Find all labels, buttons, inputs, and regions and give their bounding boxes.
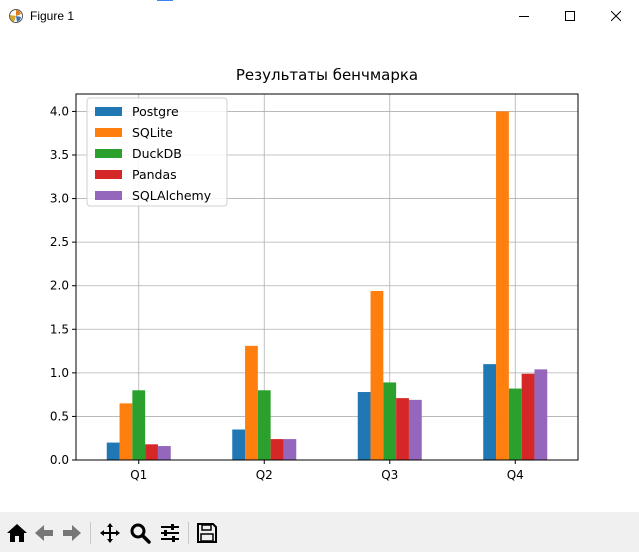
- back-button[interactable]: [32, 521, 56, 545]
- home-button[interactable]: [5, 521, 29, 545]
- x-tick-label: Q2: [256, 468, 273, 482]
- bar-duckdb-q1: [132, 390, 146, 460]
- bar-duckdb-q4: [508, 388, 522, 460]
- legend-swatch-postgre: [95, 107, 122, 116]
- close-icon: [611, 11, 621, 21]
- figure-canvas: Результаты бенчмарка 0.0 0.5 1.0 1.5 2.0 2.5 3…: [0, 32, 639, 512]
- bar-sqlalchemy-q3: [408, 399, 422, 460]
- window-title: Figure 1: [30, 9, 75, 23]
- bar-sqlite-q4: [496, 111, 509, 460]
- y-tick-label: 0.0: [50, 453, 69, 467]
- window-titlebar: Figure 1: [0, 0, 639, 32]
- navigation-toolbar: [0, 512, 639, 552]
- legend-swatch-duckdb: [95, 149, 122, 158]
- zoom-icon: [130, 523, 151, 544]
- x-tick-label: Q4: [507, 468, 524, 482]
- maximize-icon: [565, 11, 575, 21]
- toolbar-separator: [188, 522, 189, 544]
- bar-pandas-q4: [521, 373, 535, 460]
- legend-swatch-sqlalchemy: [95, 191, 122, 200]
- legend-swatch-pandas: [95, 170, 122, 179]
- y-tick-label: 3.0: [50, 192, 69, 206]
- titlebar-accent: [157, 0, 173, 1]
- legend-label-pandas: Pandas: [132, 167, 177, 182]
- bar-sqlite-q2: [245, 345, 258, 460]
- bar-sqlalchemy-q1: [157, 446, 171, 460]
- bar-postgre-q4: [483, 364, 497, 460]
- minimize-icon: [519, 16, 529, 17]
- bar-postgre-q1: [106, 442, 120, 460]
- legend-label-sqlalchemy: SQLAlchemy: [132, 188, 212, 203]
- bar-duckdb-q3: [383, 382, 397, 460]
- save-icon: [197, 523, 217, 543]
- minimize-button[interactable]: [501, 0, 547, 32]
- legend-label-duckdb: DuckDB: [132, 146, 182, 161]
- legend-label-postgre: Postgre: [132, 104, 179, 119]
- x-tick-label: Q3: [381, 468, 398, 482]
- chart-title: Результаты бенчмарка: [235, 66, 419, 84]
- toolbar-separator: [90, 522, 91, 544]
- bar-postgre-q3: [357, 392, 371, 460]
- bar-chart: 0.0 0.5 1.0 1.5 2.0 2.5 3.0 3.5 4.0 Q1 Q2 Q3 Q4 Postg…: [50, 93, 579, 482]
- legend-swatch-sqlite: [95, 128, 122, 137]
- zoom-button[interactable]: [128, 521, 152, 545]
- y-tick-label: 4.0: [50, 104, 69, 118]
- y-tick-label: 2.0: [50, 279, 69, 293]
- y-tick-label: 0.5: [50, 409, 69, 423]
- bar-sqlite-q3: [370, 290, 384, 460]
- bar-postgre-q2: [232, 429, 246, 460]
- y-tick-label: 1.5: [50, 322, 69, 336]
- save-button[interactable]: [195, 521, 219, 545]
- matplotlib-app-icon: [8, 8, 24, 24]
- bar-duckdb-q2: [257, 390, 271, 460]
- axes-frame: [75, 93, 579, 461]
- legend-label-sqlite: SQLite: [132, 125, 173, 140]
- forward-arrow-icon: [63, 525, 81, 541]
- close-button[interactable]: [593, 0, 639, 32]
- maximize-button[interactable]: [547, 0, 593, 32]
- y-tick-label: 2.5: [50, 235, 69, 249]
- pan-button[interactable]: [98, 521, 122, 545]
- bar-sqlalchemy-q4: [534, 369, 548, 460]
- configure-subplots-button[interactable]: [158, 521, 182, 545]
- bar-sqlalchemy-q2: [283, 439, 297, 460]
- bar-pandas-q3: [396, 398, 409, 460]
- y-tick-label: 3.5: [50, 148, 69, 162]
- bar-pandas-q1: [145, 444, 158, 460]
- x-tick-label: Q1: [130, 468, 147, 482]
- back-arrow-icon: [35, 525, 53, 541]
- bar-pandas-q2: [270, 439, 284, 460]
- forward-button[interactable]: [60, 521, 84, 545]
- pan-icon: [100, 523, 120, 543]
- home-icon: [7, 524, 27, 542]
- configure-subplots-icon: [161, 524, 179, 542]
- y-tick-label: 1.0: [50, 366, 69, 380]
- bar-sqlite-q1: [119, 403, 133, 460]
